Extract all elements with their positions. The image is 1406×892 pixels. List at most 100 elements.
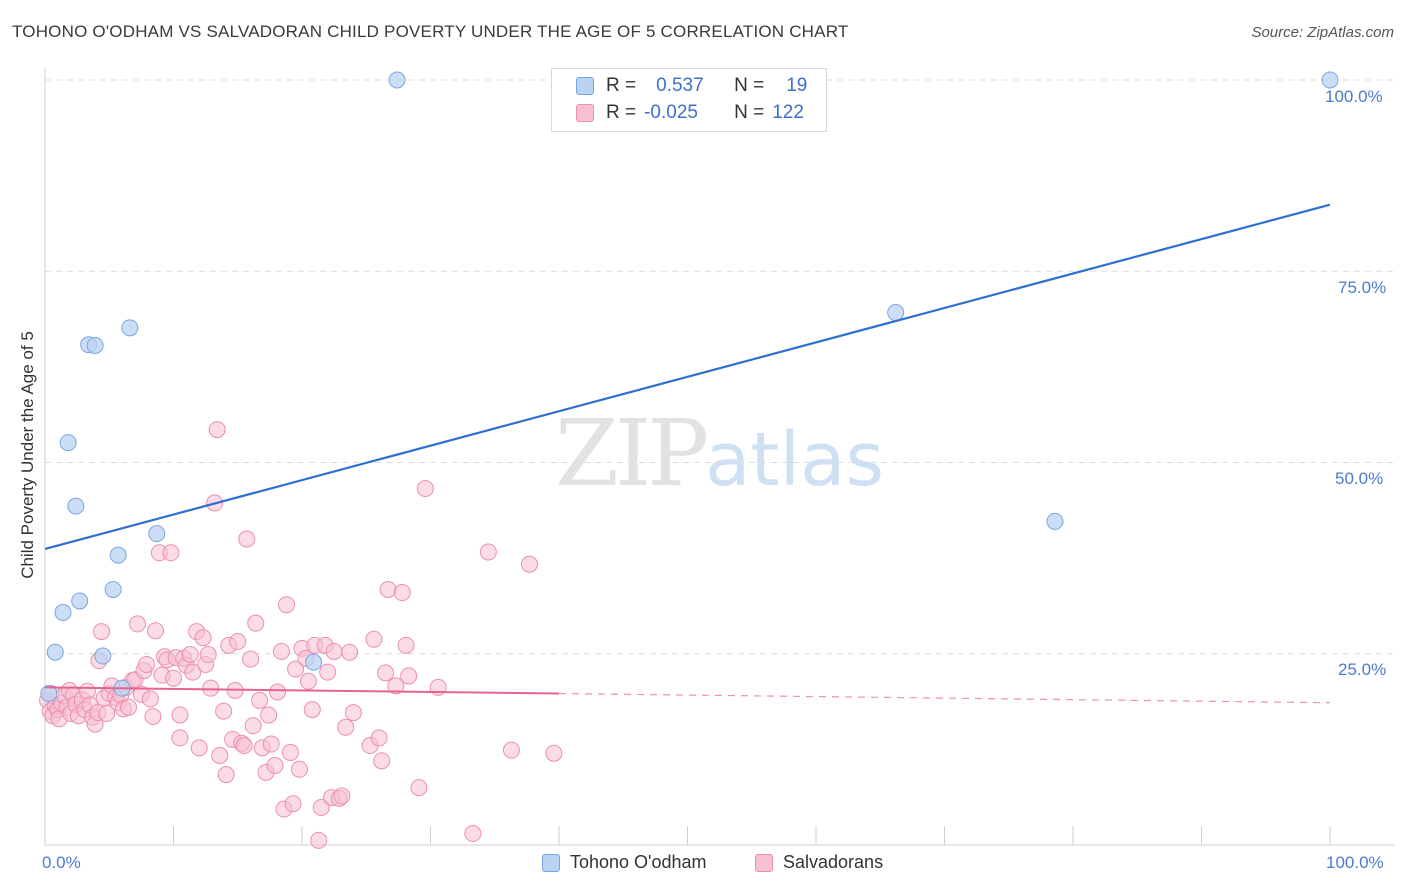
source-label: Source: ZipAtlas.com: [1251, 24, 1394, 41]
data-point-salvadorans: [370, 729, 388, 747]
y-tick-label-50: 50.0%: [1335, 469, 1384, 488]
data-point-salvadorans: [242, 650, 260, 668]
legend-item-tohono: Tohono O'odham: [542, 852, 707, 873]
r-label: R =: [606, 75, 637, 96]
data-point-tohono: [305, 653, 323, 671]
data-point-salvadorans: [211, 746, 229, 764]
data-point-tohono: [1321, 71, 1339, 89]
data-point-salvadorans: [379, 580, 397, 598]
data-point-salvadorans: [147, 622, 165, 640]
data-point-salvadorans: [520, 555, 538, 573]
data-point-salvadorans: [215, 702, 233, 720]
n-label: N =: [734, 75, 765, 96]
data-point-salvadorans: [181, 646, 199, 664]
series-tohono-oodham: [40, 71, 1339, 703]
data-point-salvadorans: [229, 633, 247, 651]
data-point-salvadorans: [199, 646, 217, 664]
data-point-salvadorans: [479, 543, 497, 561]
data-point-salvadorans: [284, 795, 302, 813]
data-point-salvadorans: [341, 643, 359, 661]
legend-swatch-pink: [755, 853, 773, 872]
watermark-zip: ZIP: [555, 400, 709, 507]
data-point-salvadorans: [120, 698, 138, 716]
data-point-salvadorans: [171, 729, 189, 747]
data-point-salvadorans: [208, 421, 226, 439]
data-point-salvadorans: [400, 667, 418, 685]
n-label: N =: [734, 102, 765, 123]
n-value: 122: [772, 102, 804, 123]
data-point-salvadorans: [93, 623, 111, 641]
data-point-salvadorans: [287, 660, 305, 678]
data-point-tohono: [59, 434, 77, 452]
r-value: 0.537: [656, 75, 704, 96]
data-point-salvadorans: [299, 672, 317, 690]
stats-row-salvadorans: R = -0.025 N = 122: [576, 101, 804, 125]
trend-line-tohono: [44, 203, 1331, 551]
data-point-salvadorans: [269, 683, 287, 701]
legend-swatch-blue: [542, 853, 560, 872]
legend-swatch-blue: [576, 77, 594, 95]
data-point-salvadorans: [333, 787, 351, 805]
data-point-tohono: [109, 546, 127, 564]
data-point-salvadorans: [502, 741, 520, 759]
stats-row-tohono: R = 0.537 N = 19: [576, 74, 807, 98]
data-point-salvadorans: [397, 636, 415, 654]
data-point-tohono: [104, 580, 122, 598]
data-point-salvadorans: [464, 825, 482, 843]
data-point-salvadorans: [235, 737, 253, 755]
x-tick-label-0: 0.0%: [42, 853, 81, 872]
data-point-salvadorans: [281, 743, 299, 761]
data-point-salvadorans: [190, 739, 208, 757]
data-point-tohono: [54, 603, 72, 621]
data-point-salvadorans: [217, 766, 235, 784]
data-point-salvadorans: [344, 704, 362, 722]
data-point-salvadorans: [202, 679, 220, 697]
data-point-salvadorans: [319, 663, 337, 681]
data-point-salvadorans: [78, 682, 96, 700]
data-point-tohono: [86, 336, 104, 354]
data-point-salvadorans: [98, 704, 116, 722]
data-point-salvadorans: [141, 690, 159, 708]
chart-title: TOHONO O'ODHAM VS SALVADORAN CHILD POVER…: [12, 22, 849, 41]
data-point-salvadorans: [365, 630, 383, 648]
trend-line-salvadorans: [44, 686, 560, 695]
data-point-salvadorans: [194, 629, 212, 647]
data-point-salvadorans: [247, 614, 265, 632]
legend-swatch-pink: [576, 104, 594, 122]
data-point-salvadorans: [410, 779, 428, 797]
data-point-salvadorans: [272, 642, 290, 660]
data-point-salvadorans: [165, 669, 182, 687]
data-point-salvadorans: [377, 664, 395, 682]
y-tick-label-75: 75.0%: [1338, 278, 1387, 297]
data-point-salvadorans: [144, 707, 162, 725]
data-point-salvadorans: [393, 584, 411, 602]
r-value: -0.025: [644, 102, 698, 123]
data-point-tohono: [67, 497, 85, 515]
grid-lines: [45, 79, 1395, 655]
y-axis-label: Child Poverty Under the Age of 5: [18, 331, 37, 579]
data-point-salvadorans: [138, 655, 156, 673]
data-point-salvadorans: [266, 756, 284, 774]
data-point-salvadorans: [238, 530, 256, 548]
data-point-salvadorans: [310, 831, 328, 849]
data-point-salvadorans: [260, 706, 278, 724]
data-point-salvadorans: [290, 760, 308, 778]
data-point-salvadorans: [171, 706, 189, 724]
data-point-salvadorans: [545, 744, 563, 762]
y-tick-label-100: 100.0%: [1325, 87, 1383, 106]
trend-line-salvadorans-extension: [558, 692, 1331, 704]
data-point-salvadorans: [278, 596, 296, 614]
data-point-salvadorans: [312, 799, 330, 817]
data-point-salvadorans: [373, 752, 391, 770]
data-point-tohono: [388, 71, 406, 89]
data-point-salvadorans: [337, 718, 355, 736]
data-point-salvadorans: [325, 642, 343, 660]
data-point-salvadorans: [129, 615, 147, 633]
data-point-tohono: [148, 525, 166, 543]
legend-item-salvadorans: Salvadorans: [755, 852, 883, 873]
data-point-salvadorans: [244, 717, 262, 735]
data-point-tohono: [40, 685, 58, 703]
data-point-tohono: [46, 643, 64, 661]
data-point-salvadorans: [416, 480, 434, 498]
